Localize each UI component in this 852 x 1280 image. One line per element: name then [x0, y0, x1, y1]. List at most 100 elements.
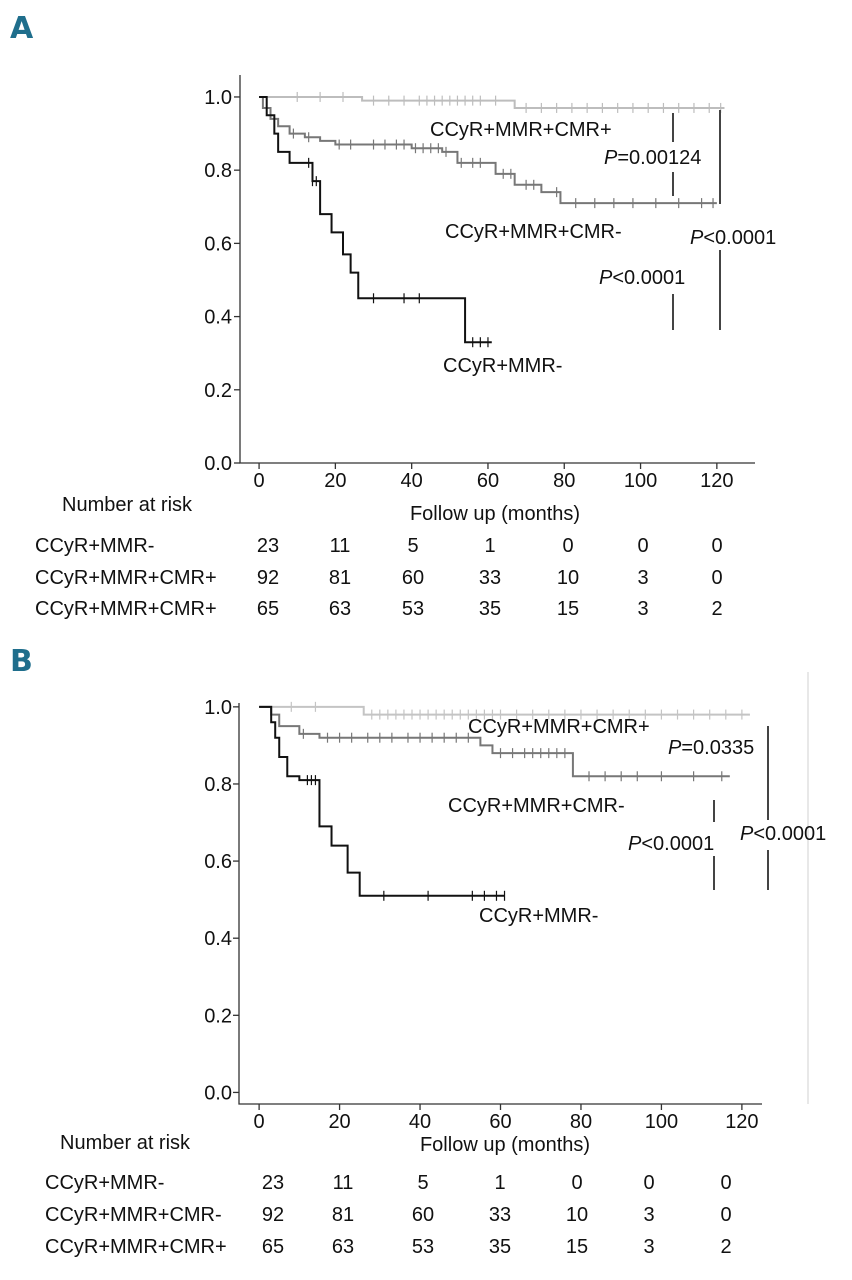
risk-row-label: CCyR+MMR+CMR-: [45, 1204, 222, 1226]
km-curve-ccyr-mmr-cmr-: [259, 705, 750, 716]
y-tick-label: 0.8: [204, 160, 232, 182]
risk-cell: 3: [637, 567, 648, 589]
panel-b-y-ticks: 0.0 0.2 0.4 0.6 0.8 1.0: [204, 697, 239, 1104]
risk-cell: 0: [637, 535, 648, 557]
y-tick-label: 0.0: [204, 1082, 232, 1104]
km-curve-ccyr-mmr-: [259, 705, 505, 897]
risk-cell: 63: [329, 598, 351, 620]
risk-cell: 23: [257, 535, 279, 557]
risk-cell: 0: [711, 535, 722, 557]
risk-cell: 60: [412, 1204, 434, 1226]
risk-cell: 53: [402, 598, 424, 620]
x-tick-label: 100: [624, 470, 657, 492]
panel-b-label-cmr-minus: CCyR+MMR+CMR-: [448, 795, 625, 817]
risk-cell: 23: [262, 1172, 284, 1194]
y-tick-label: 1.0: [204, 697, 232, 719]
x-tick-label: 120: [700, 470, 733, 492]
risk-cell: 15: [557, 598, 579, 620]
risk-cell: 0: [643, 1172, 654, 1194]
risk-row-label: CCyR+MMR+CMR+: [35, 598, 217, 620]
panel-a-p-values: P=0.00124 P<0.0001 P<0.0001: [599, 110, 776, 330]
x-tick-label: 60: [489, 1111, 511, 1133]
panel-a-y-ticks: 0.0 0.2 0.4 0.6 0.8 1.0: [204, 87, 240, 475]
risk-cell: 92: [257, 567, 279, 589]
risk-cell: 60: [402, 567, 424, 589]
panel-a-pvalue-3: P<0.0001: [599, 267, 685, 289]
x-tick-label: 40: [401, 470, 423, 492]
risk-cell: 2: [720, 1236, 731, 1258]
risk-cell: 3: [643, 1236, 654, 1258]
risk-cell: 0: [562, 535, 573, 557]
panel-b-risk-table: Number at risk CCyR+MMR- 23 11 5 1 0 0 0CCyR+MM…: [45, 1132, 732, 1258]
panel-a-label-cmr-minus: CCyR+MMR+CMR-: [445, 221, 622, 243]
risk-row-label: CCyR+MMR+CMR+: [45, 1236, 227, 1258]
risk-cell: 81: [329, 567, 351, 589]
risk-cell: 5: [407, 535, 418, 557]
panel-b-label-mmr-minus: CCyR+MMR-: [479, 905, 598, 927]
risk-cell: 63: [332, 1236, 354, 1258]
panel-a-risk-header: Number at risk: [62, 494, 193, 516]
x-tick-label: 120: [725, 1111, 758, 1133]
panel-a-series: [259, 91, 725, 348]
risk-row-label: CCyR+MMR+CMR+: [35, 567, 217, 589]
x-tick-label: 20: [328, 1111, 350, 1133]
x-tick-label: 20: [324, 470, 346, 492]
x-tick-label: 80: [553, 470, 575, 492]
panel-b-axis-lines: [238, 703, 762, 1105]
km-curve-ccyr-mmr-cmr-: [259, 95, 717, 205]
risk-cell: 5: [417, 1172, 428, 1194]
panel-a-label-cmr-plus: CCyR+MMR+CMR+: [430, 119, 612, 141]
x-tick-label: 0: [254, 1111, 265, 1133]
risk-cell: 1: [484, 535, 495, 557]
risk-cell: 35: [479, 598, 501, 620]
risk-cell: 0: [720, 1204, 731, 1226]
risk-cell: 81: [332, 1204, 354, 1226]
risk-cell: 33: [479, 567, 501, 589]
risk-cell: 15: [566, 1236, 588, 1258]
risk-cell: 1: [494, 1172, 505, 1194]
risk-cell: 11: [333, 1172, 354, 1194]
risk-cell: 0: [720, 1172, 731, 1194]
risk-cell: 3: [637, 598, 648, 620]
y-tick-label: 0.4: [204, 928, 232, 950]
risk-cell: 0: [711, 567, 722, 589]
y-tick-label: 0.2: [204, 380, 232, 402]
y-tick-label: 0.2: [204, 1005, 232, 1027]
panel-b-curve-labels: CCyR+MMR+CMR+ CCyR+MMR+CMR- CCyR+MMR-: [448, 716, 650, 927]
y-tick-label: 1.0: [204, 87, 232, 109]
risk-cell: 33: [489, 1204, 511, 1226]
risk-row-label: CCyR+MMR-: [35, 535, 154, 557]
panel-a: A 0.00.20.40.60.81.0 0 20 40 60 80 100 120 Fol…: [10, 11, 776, 620]
km-curve-ccyr-mmr-cmr-: [259, 95, 725, 109]
panel-b-x-ticks: 0 20 40 60 80 100 120: [254, 1104, 759, 1133]
panel-a-pvalue-2: P<0.0001: [690, 227, 776, 249]
x-tick-label: 100: [645, 1111, 678, 1133]
panel-a-x-ticks: 0 20 40 60 80 100 120: [254, 463, 734, 492]
x-tick-label: 40: [409, 1111, 431, 1133]
panel-b-letter: B: [10, 644, 33, 679]
risk-cell: 10: [566, 1204, 588, 1226]
risk-cell: 10: [557, 567, 579, 589]
y-tick-label: 0.8: [204, 774, 232, 796]
y-tick-label: 0.4: [204, 307, 232, 329]
risk-cell: 0: [571, 1172, 582, 1194]
panel-b-p-values: P=0.0335 P<0.0001 P<0.0001: [628, 726, 826, 890]
panel-b-axes: [238, 672, 809, 1105]
panel-a-risk-table: Number at risk CCyR+MMR- 23 11 5 1 0 0 0CCyR+MM…: [35, 494, 723, 620]
x-tick-label: 60: [477, 470, 499, 492]
panel-b: B 0.00.20.40.60.81.0 0 20 40 60 80 100 120 Fol…: [10, 644, 826, 1258]
risk-cell: 92: [262, 1204, 284, 1226]
panel-b-pvalue-3: P<0.0001: [740, 823, 826, 845]
panel-a-label-mmr-minus: CCyR+MMR-: [443, 355, 562, 377]
risk-cell: 53: [412, 1236, 434, 1258]
panel-b-x-axis-title: Follow up (months): [420, 1134, 590, 1156]
y-tick-label: 0.0: [204, 453, 232, 475]
panel-b-label-cmr-plus: CCyR+MMR+CMR+: [468, 716, 650, 738]
risk-cell: 11: [330, 535, 351, 557]
panel-b-series: [259, 701, 750, 901]
panel-b-pvalue-2: P<0.0001: [628, 833, 714, 855]
risk-row-label: CCyR+MMR-: [45, 1172, 164, 1194]
panel-a-pvalue-1: P=0.00124: [604, 147, 701, 169]
x-tick-label: 0: [254, 470, 265, 492]
